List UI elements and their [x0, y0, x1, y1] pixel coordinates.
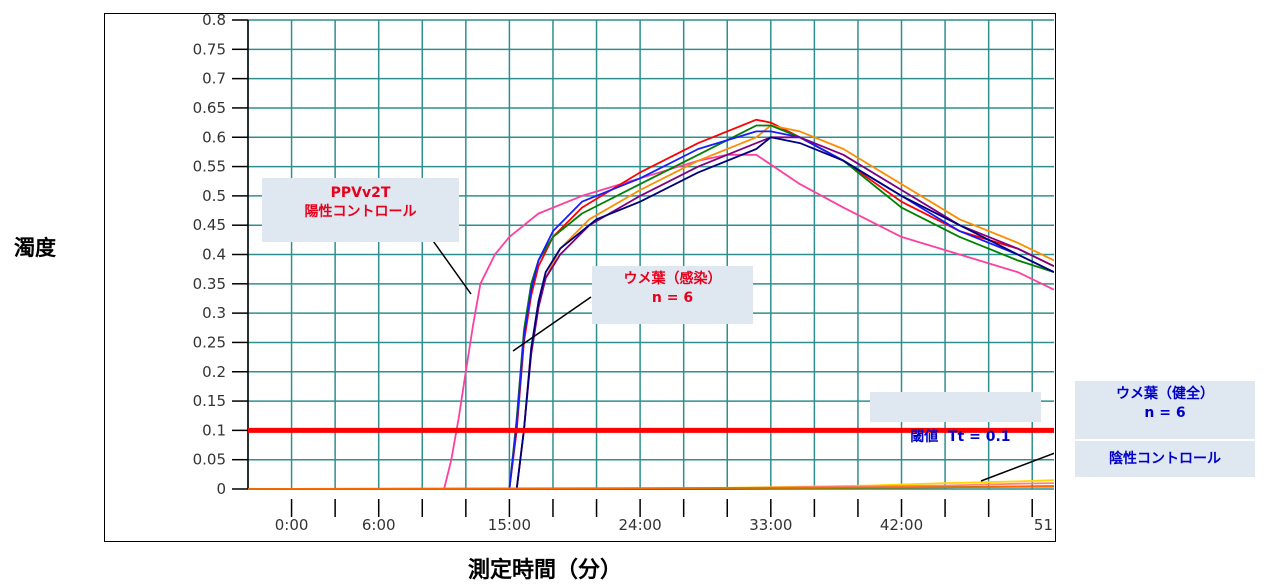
positive-control-label-line2: 陽性コントロール: [304, 204, 417, 220]
series-line: [248, 136, 1054, 490]
y-tick-label: 0.2: [202, 363, 226, 381]
x-tick-label: 24:00: [618, 516, 661, 534]
y-tick-label: 0.25: [193, 333, 226, 351]
healthy-leaf-label-line1: ウメ葉（健全）: [1116, 386, 1214, 402]
chart-frame: 0.8 0.75 0.7 0.65 0.6 0.55 0.5 0.45 0.4 0.35 0.3 0.…: [104, 13, 1056, 542]
y-tick-label: 0.5: [202, 187, 226, 205]
threshold-callout: 閾値 Tt = 0.1: [870, 392, 1041, 445]
y-tick-label: 0.1: [202, 421, 226, 439]
negative-control-callout: 陰性コントロール: [1075, 441, 1255, 477]
positive-control-callout: PPVv2T 陽性コントロール: [262, 178, 459, 242]
y-tick-label: 0.35: [193, 275, 226, 293]
x-tick-label: 15:00: [488, 516, 531, 534]
x-tick-label: 0:00: [275, 516, 309, 534]
y-tick-label: 0.15: [193, 392, 226, 410]
infected-leaf-label-line1: ウメ葉（感染）: [623, 271, 722, 287]
y-tick-label: 0.75: [193, 40, 226, 58]
y-tick-label: 0.7: [202, 70, 226, 88]
y-tick-label: 0.6: [202, 128, 226, 146]
y-tick-label: 0: [216, 480, 226, 498]
threshold-label: 閾値 Tt = 0.1: [910, 429, 1011, 445]
y-axis-title: 濁度: [14, 236, 56, 260]
positive-control-leader: [430, 237, 472, 295]
x-axis-title: 測定時間（分）: [468, 558, 623, 583]
y-tick-label: 0.45: [193, 216, 226, 234]
infected-leaf-leader: [512, 296, 592, 352]
y-tick-label: 0.05: [193, 451, 226, 469]
healthy-leaf-leader: [980, 452, 1054, 482]
y-tick-label: 0.4: [202, 246, 226, 264]
series-line: [248, 153, 1054, 490]
healthy-leaf-callout: ウメ葉（健全） n = 6: [1075, 381, 1255, 439]
series-line: [247, 485, 1054, 490]
x-tick-label: 6:00: [362, 516, 396, 534]
healthy-leaf-label-line2: n = 6: [1144, 405, 1186, 421]
chart-plot: 0.8 0.75 0.7 0.65 0.6 0.55 0.5 0.45 0.4 0.35 0.3 0.…: [193, 14, 1054, 534]
infected-leaf-label-line2: n = 6: [651, 290, 694, 306]
x-tick-label: 33:00: [749, 516, 792, 534]
y-tick-label: 0.3: [202, 304, 226, 322]
y-tick-label: 0.65: [193, 99, 226, 117]
y-tick-label: 0.8: [202, 14, 226, 29]
x-tick-label: 42:00: [880, 516, 923, 534]
negative-control-label: 陰性コントロール: [1109, 451, 1221, 467]
infected-leaf-callout: ウメ葉（感染） n = 6: [592, 266, 753, 324]
x-tick-label: 51: [1034, 516, 1053, 534]
positive-control-label-line1: PPVv2T: [330, 185, 391, 201]
y-tick-label: 0.55: [193, 158, 226, 176]
